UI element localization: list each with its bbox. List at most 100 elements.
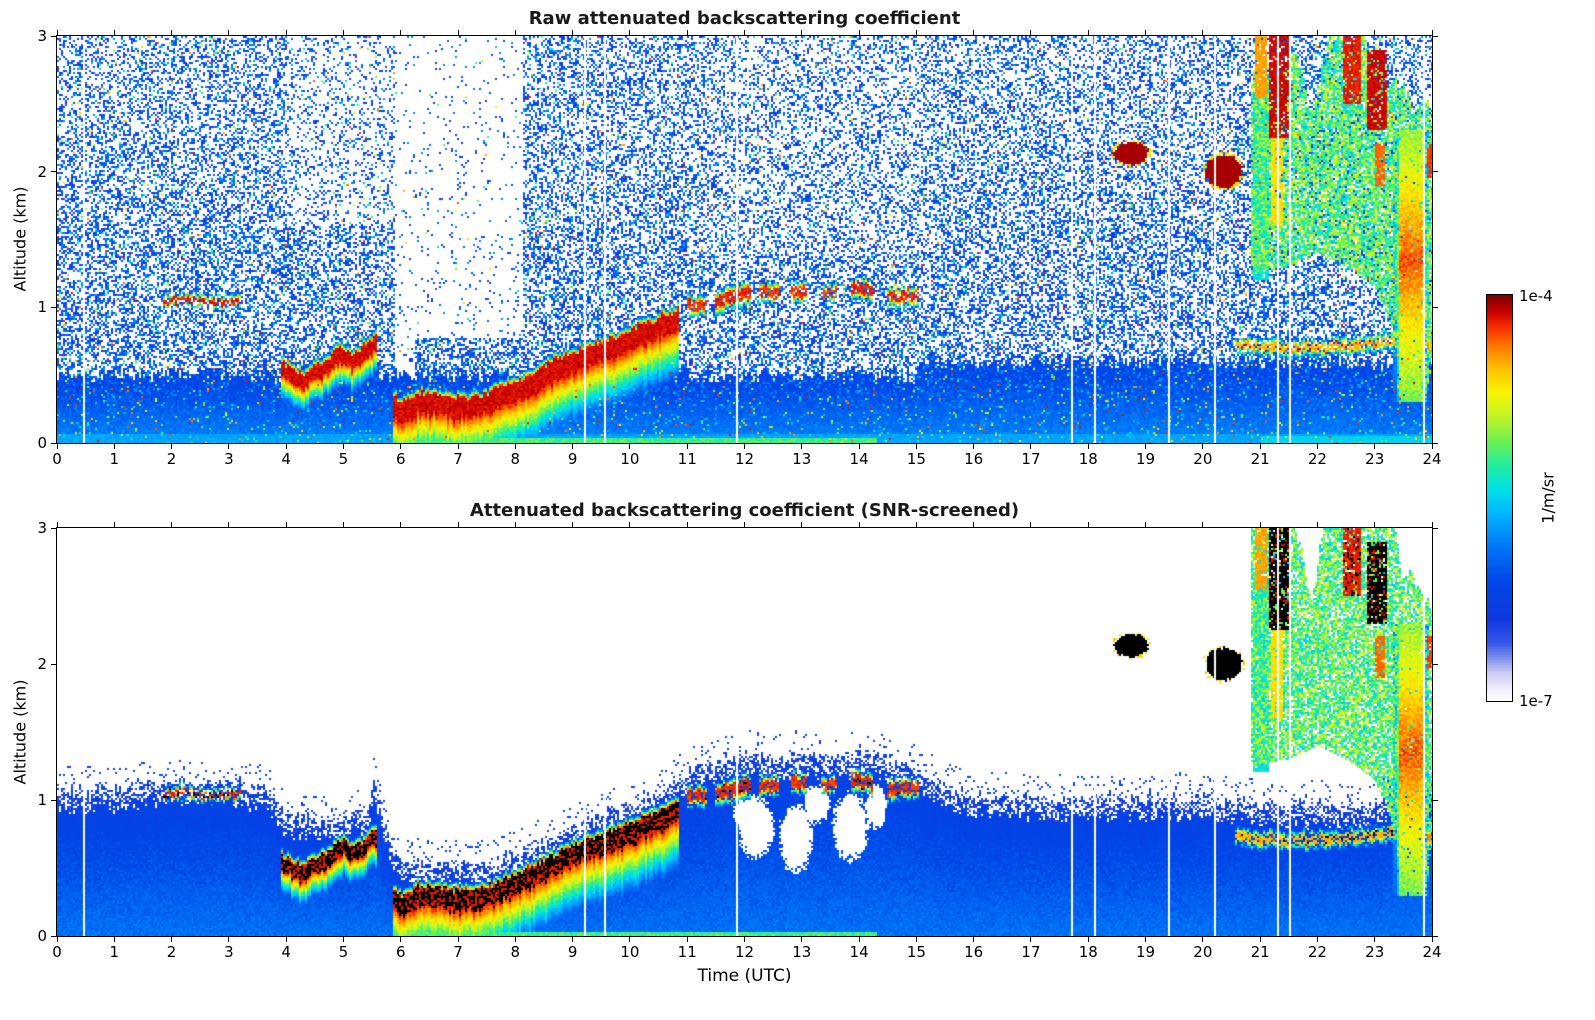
x-tick [1316, 936, 1318, 942]
x-tick [915, 522, 917, 528]
raw-backscatter-heatmap: 0 1 2 3 4 5 6 7 8 9 10 11 12 13 14 15 16 17 18 19 20 21 22 23 24… [37, 27, 1441, 468]
x-tick-label: 24 [1422, 450, 1442, 468]
x-tick [858, 30, 860, 36]
x-tick [1145, 936, 1147, 942]
x-tick [629, 522, 631, 528]
x-tick [1316, 522, 1318, 528]
y-tick-label: 0 [37, 927, 47, 945]
x-tick-label: 9 [567, 450, 578, 468]
x-tick-label: 1 [109, 450, 120, 468]
x-tick-label: 3 [224, 450, 234, 468]
x-tick [342, 443, 344, 449]
x-tick [744, 30, 745, 36]
x-tick [1202, 443, 1204, 449]
x-tick [1259, 443, 1261, 449]
panel-title-screened: Attenuated backscattering coefficient (S… [469, 500, 1020, 521]
x-tick [572, 936, 574, 942]
x-tick [171, 936, 173, 942]
x-tick [1374, 936, 1376, 942]
y-tick [51, 442, 57, 444]
x-tick [915, 936, 917, 942]
x-tick-label: 0 [52, 943, 62, 961]
y-axis-label-raw: Altitude (km) [10, 186, 30, 292]
x-tick [113, 936, 115, 942]
x-tick [1374, 30, 1376, 36]
x-tick [113, 30, 115, 36]
y-tick [51, 171, 57, 173]
y-axis-label-screened: Altitude (km) [10, 679, 30, 785]
x-tick [801, 522, 803, 528]
y-tick [51, 306, 57, 308]
x-tick [342, 936, 344, 942]
y-tick-label: 1 [37, 791, 47, 809]
y-tick [51, 935, 57, 937]
x-tick [744, 936, 745, 942]
x-tick [56, 936, 58, 942]
y-tick [1432, 527, 1438, 529]
x-tick [1431, 443, 1433, 449]
x-tick-label: 6 [395, 450, 406, 468]
x-tick-label: 18 [1078, 943, 1098, 961]
x-tick [171, 443, 173, 449]
x-tick-label: 10 [620, 450, 640, 468]
x-tick [514, 30, 516, 36]
x-tick [1259, 30, 1261, 36]
screened-backscatter-heatmap: 0 1 2 3 4 5 6 7 8 9 10 11 12 13 14 15 16 17 18 19 20 21 22 23 24… [37, 519, 1441, 961]
x-tick-label: 24 [1422, 943, 1442, 961]
x-tick-label: 7 [453, 943, 463, 961]
x-tick [1202, 30, 1204, 36]
x-tick-label: 5 [338, 450, 349, 468]
x-tick [56, 30, 58, 36]
raw-heatmap-canvas [57, 36, 1432, 443]
x-tick-label: 20 [1193, 450, 1213, 468]
x-tick-label: 14 [849, 943, 869, 961]
y-tick [51, 35, 57, 37]
x-tick [514, 936, 516, 942]
x-tick-label: 2 [166, 943, 177, 961]
x-tick-label: 13 [792, 943, 812, 961]
x-tick [1316, 443, 1318, 449]
y-tick [1432, 171, 1438, 173]
x-tick-label: 19 [1135, 450, 1156, 468]
colorbar-units-label: 1/m/sr [1538, 472, 1558, 524]
x-tick [801, 443, 803, 449]
x-tick [228, 30, 230, 36]
x-tick [1374, 443, 1376, 449]
x-tick [342, 522, 344, 528]
x-tick [686, 30, 688, 36]
x-tick [1431, 936, 1433, 942]
x-tick [1145, 30, 1147, 36]
x-tick [744, 522, 745, 528]
x-tick-label: 12 [734, 943, 755, 961]
x-tick [457, 30, 459, 36]
x-tick-label: 8 [510, 450, 521, 468]
x-axis-label: Time (UTC) [697, 966, 792, 986]
x-tick [56, 522, 58, 528]
x-tick-label: 4 [281, 943, 291, 961]
x-tick-label: 1 [109, 943, 120, 961]
x-tick [915, 30, 917, 36]
y-tick [1432, 306, 1438, 308]
x-tick-label: 21 [1250, 943, 1270, 961]
y-tick [51, 527, 57, 529]
x-tick-label: 11 [677, 450, 697, 468]
x-tick [686, 443, 688, 449]
x-tick [400, 30, 402, 36]
x-tick-label: 17 [1021, 450, 1041, 468]
x-tick-label: 12 [734, 450, 755, 468]
x-tick [858, 522, 860, 528]
x-tick [1087, 443, 1089, 449]
x-tick [1087, 522, 1089, 528]
colorbar [1486, 294, 1513, 702]
x-tick [457, 936, 459, 942]
x-tick [457, 443, 459, 449]
x-tick [686, 522, 688, 528]
x-tick-label: 2 [166, 450, 177, 468]
y-tick-label: 1 [37, 298, 47, 317]
x-tick [171, 30, 173, 36]
x-tick [400, 522, 402, 528]
x-tick-label: 23 [1365, 450, 1385, 468]
x-tick [801, 30, 803, 36]
x-tick-label: 22 [1307, 943, 1327, 961]
y-tick-label: 2 [37, 655, 47, 673]
